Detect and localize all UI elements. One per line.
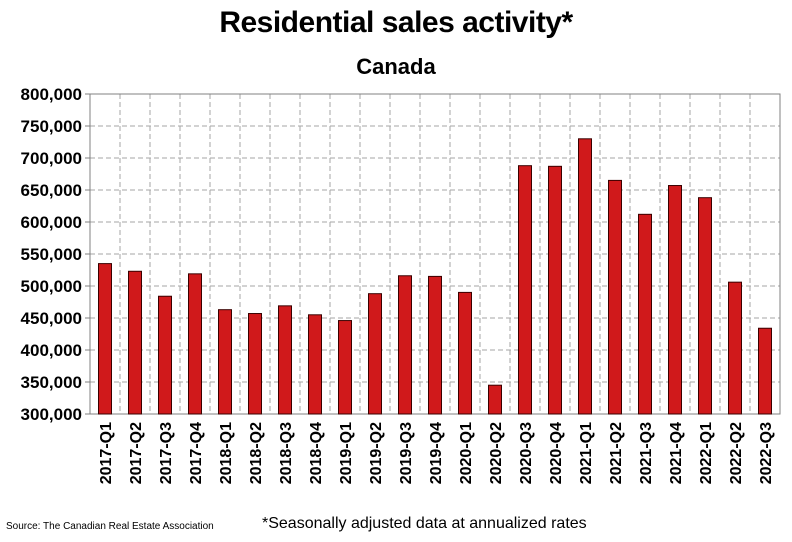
bar [368,293,382,415]
x-tick-label: 2018-Q1 [218,422,235,484]
bar [218,309,232,415]
bar [248,313,262,415]
bar [458,291,472,415]
x-tick-label: 2020-Q3 [518,422,535,484]
bar [698,197,712,415]
y-tick-label: 550,000 [21,245,82,264]
x-tick-label: 2019-Q4 [428,422,445,484]
x-tick-label: 2021-Q1 [578,422,595,484]
chart-subtitle: Canada [356,54,436,79]
x-tick-label: 2022-Q3 [758,422,775,484]
x-tick-label: 2020-Q4 [548,422,565,484]
bar [668,185,682,415]
footnote: *Seasonally adjusted data at annualized … [262,515,587,532]
x-tick-label: 2020-Q1 [458,422,475,484]
x-tick-label: 2020-Q2 [488,422,505,484]
x-tick-label: 2017-Q4 [188,422,205,484]
bar [398,275,412,415]
bar [758,327,772,415]
x-tick-label: 2021-Q4 [668,422,685,484]
x-tick-label: 2021-Q2 [608,422,625,484]
bar [128,270,142,415]
x-tick-label: 2017-Q1 [98,422,115,484]
bar [308,314,322,415]
x-tick-label: 2018-Q2 [248,422,265,484]
bar [548,165,562,415]
source-note: Source: The Canadian Real Estate Associa… [6,521,214,532]
bar [638,213,652,415]
x-tick-label: 2017-Q2 [128,422,145,484]
y-tick-label: 700,000 [21,149,82,168]
bar [578,138,592,415]
bar [428,275,442,415]
bar [338,320,352,415]
y-tick-label: 350,000 [21,373,82,392]
bar [518,165,532,415]
x-tick-label: 2019-Q2 [368,422,385,484]
y-tick-label: 800,000 [21,85,82,104]
bar [608,179,622,415]
x-tick-label: 2018-Q4 [308,422,325,484]
y-tick-label: 450,000 [21,309,82,328]
bar [188,273,202,415]
y-tick-label: 500,000 [21,277,82,296]
x-tick-label: 2019-Q1 [338,422,355,484]
y-tick-label: 650,000 [21,181,82,200]
bar [158,295,172,415]
x-tick-label: 2022-Q1 [698,422,715,484]
x-tick-label: 2021-Q3 [638,422,655,484]
y-tick-label: 400,000 [21,341,82,360]
y-tick-label: 600,000 [21,213,82,232]
bar [278,305,292,415]
x-tick-label: 2022-Q2 [728,422,745,484]
chart-title: Residential sales activity* [219,6,573,39]
y-tick-label: 750,000 [21,117,82,136]
x-tick-label: 2019-Q3 [398,422,415,484]
bar [98,263,112,415]
x-tick-label: 2018-Q3 [278,422,295,484]
y-tick-label: 300,000 [21,405,82,424]
x-tick-label: 2017-Q3 [158,422,175,484]
bar [728,281,742,415]
bar [488,384,502,415]
